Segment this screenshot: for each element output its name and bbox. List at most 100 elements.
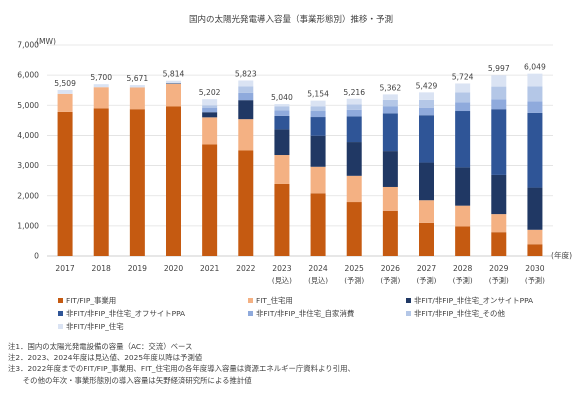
x-tick-sublabel: (見込) <box>308 276 328 285</box>
total-label: 5,724 <box>452 72 474 81</box>
bar-segment <box>527 112 543 188</box>
total-label: 5,202 <box>199 88 221 97</box>
bar-segment <box>455 111 471 168</box>
bar-segment <box>238 150 254 256</box>
total-label: 5,154 <box>307 90 329 99</box>
y-tick-label: 6,000 <box>17 71 39 80</box>
bar-segment <box>491 232 507 256</box>
x-tick-label: 2026 <box>381 264 400 273</box>
bar-segment <box>310 193 326 256</box>
bar-segment <box>419 107 434 116</box>
legend-swatch <box>248 311 253 316</box>
bar-segment <box>129 85 145 88</box>
note-1: 注1．国内の太陽光発電設備の容量（AC：交流）ベース <box>8 342 193 351</box>
bar-segment <box>382 186 398 211</box>
bar-segment <box>382 151 398 187</box>
bar-segment <box>310 106 326 112</box>
x-tick-label: 2030 <box>525 264 544 273</box>
legend-item: 非FIT/非FIP_非住宅_オンサイトPPA <box>406 295 533 306</box>
y-tick-label: 5,000 <box>17 101 39 110</box>
bar-segment <box>455 102 471 112</box>
bar-segment <box>455 92 471 103</box>
bar-segment <box>238 86 254 93</box>
legend-item: FIT/FIP_事業用 <box>58 295 116 306</box>
bar-segment <box>310 111 326 118</box>
legend-item: 非FIT/非FIP_非住宅_自家消費 <box>248 308 354 319</box>
y-axis-ticks: 0 1,000 2,000 3,000 4,000 5,000 6,000 7,000 <box>17 41 39 261</box>
x-tick-label: 2022 <box>236 264 255 273</box>
x-tick-sublabel: (予測) <box>380 276 400 285</box>
legend-item: 非FIT/非FIP_住宅 <box>58 321 124 332</box>
x-tick-label: 2018 <box>92 264 111 273</box>
x-tick-label: 2020 <box>164 264 183 273</box>
bar-segment <box>491 174 507 215</box>
x-tick-sublabel: (見込) <box>272 276 292 285</box>
x-tick-label: 2029 <box>489 264 508 273</box>
bar-segment <box>202 112 218 118</box>
total-label: 5,671 <box>126 74 148 83</box>
bar-segment <box>238 100 254 120</box>
total-label: 5,216 <box>343 88 365 97</box>
total-label: 5,429 <box>416 81 438 90</box>
bar-segment <box>202 117 218 145</box>
bar-segment <box>274 129 290 156</box>
bar-segment <box>166 80 181 84</box>
bar-segment <box>419 115 434 163</box>
bar-segment <box>310 117 326 136</box>
y-axis-label: (MW) <box>36 37 56 46</box>
legend-swatch <box>58 298 63 303</box>
x-tick-label: 2028 <box>453 264 472 273</box>
total-label: 6,049 <box>524 63 546 72</box>
bar-segment <box>419 92 434 100</box>
bar-segment <box>346 104 362 110</box>
bar-segment <box>274 115 290 130</box>
note-4: その他の年次・事業形態別の導入容量は矢野経済研究所による推計値 <box>8 375 252 385</box>
bar-segment <box>382 210 398 256</box>
x-tick-label: 2024 <box>308 264 327 273</box>
bar-segment <box>93 84 109 88</box>
total-label: 5,509 <box>54 79 76 88</box>
bar-segment <box>491 109 507 175</box>
bar-segment <box>274 110 290 116</box>
bar-segment <box>166 106 181 257</box>
x-axis-ticks: 2017 2018 2019 2020 2021 2022 2023 (見込) 2024 (見込)… <box>55 264 545 285</box>
legend-label: 非FIT/非FIP_非住宅_オフサイトPPA <box>66 309 186 318</box>
total-label: 5,040 <box>271 93 293 102</box>
bar-segment <box>527 101 543 113</box>
legend-swatch <box>58 324 63 329</box>
total-label: 5,823 <box>235 69 257 78</box>
bar-segment <box>274 104 290 107</box>
bar-segment <box>527 86 543 102</box>
bar-segment <box>274 106 290 111</box>
y-tick-label: 4,000 <box>17 131 39 140</box>
y-tick-label: 1,000 <box>17 221 39 230</box>
bar-segment <box>346 142 362 176</box>
y-tick-label: 3,000 <box>17 161 39 170</box>
y-tick-label: 7,000 <box>17 41 39 50</box>
legend-label: 非FIT/非FIP_住宅 <box>66 322 124 331</box>
bar-segment <box>346 175 362 203</box>
legend-swatch <box>406 311 411 316</box>
x-tick-sublabel: (予測) <box>453 276 473 285</box>
legend-swatch <box>58 311 63 316</box>
total-label: 5,362 <box>379 83 401 92</box>
bar-segment <box>419 222 434 256</box>
bar-segment <box>346 109 362 117</box>
y-tick-label: 2,000 <box>17 191 39 200</box>
bar-segment <box>382 94 398 100</box>
legend-label: FIT_住宅用 <box>256 296 293 305</box>
bar-segment <box>419 162 434 201</box>
x-tick-label: 2025 <box>345 264 364 273</box>
bar-segment <box>202 144 218 256</box>
x-tick-sublabel: (予測) <box>489 276 509 285</box>
bar-segment <box>527 73 543 87</box>
bar-segment <box>382 99 398 107</box>
bar-segment <box>57 93 73 112</box>
bar-segment <box>202 107 218 113</box>
bar-segment <box>93 108 109 256</box>
bar-segment <box>93 87 109 109</box>
x-axis-label: (年度) <box>551 250 572 260</box>
bar-segment <box>419 200 434 223</box>
bar-segment <box>238 119 254 151</box>
notes: 注1．国内の太陽光発電設備の容量（AC：交流）ベース 注2．2023、2024年… <box>8 341 355 386</box>
